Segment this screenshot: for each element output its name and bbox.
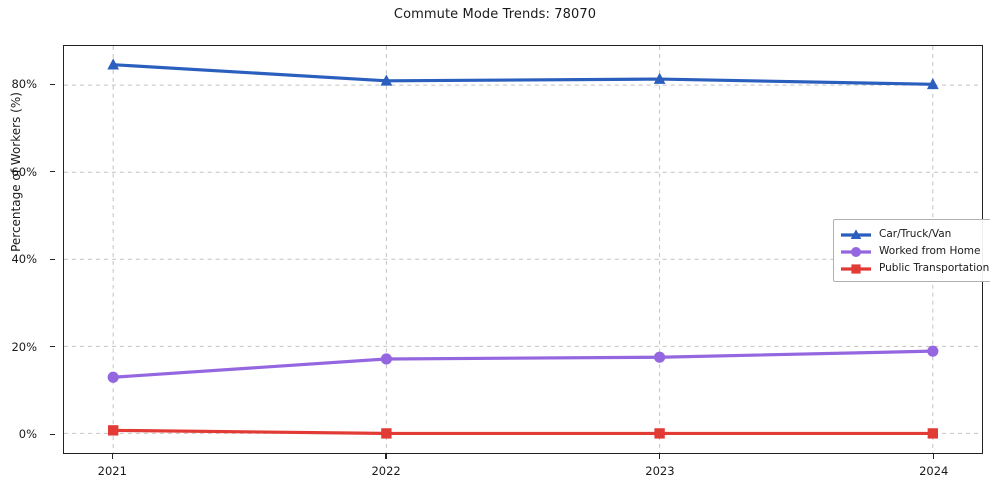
- y-tick-label: 60%: [11, 164, 37, 179]
- y-axis-tick-labels: 0% 20% 40% 60% 80%: [0, 45, 55, 454]
- data-point-marker: [654, 428, 665, 439]
- data-point-marker: [107, 58, 120, 70]
- legend-label: Worked from Home: [879, 244, 981, 257]
- data-point-marker: [107, 371, 119, 383]
- x-tick-mark: [659, 454, 661, 459]
- data-point-marker: [653, 72, 666, 84]
- data-point-marker: [654, 351, 666, 363]
- legend-swatch-circle-icon: [840, 244, 872, 258]
- legend-item[interactable]: Worked from Home: [840, 242, 989, 259]
- legend-swatch-square-icon: [840, 261, 872, 275]
- series-1: [107, 58, 939, 90]
- series-2: [107, 345, 939, 383]
- series-line: [111, 428, 935, 436]
- y-tick-mark: [50, 346, 55, 348]
- y-tick-mark: [50, 258, 55, 260]
- x-tick-label: 2022: [371, 464, 401, 478]
- plot-area: [63, 45, 983, 454]
- data-point-marker: [380, 353, 392, 365]
- x-tick-mark: [933, 454, 935, 459]
- data-point-marker: [107, 425, 119, 436]
- data-point-marker: [381, 428, 392, 439]
- x-axis-tick-labels: 2021 2022 2023 2024: [63, 454, 983, 484]
- x-tick-mark: [111, 454, 113, 459]
- series-3: [107, 425, 939, 439]
- x-tick-label: 2024: [919, 464, 949, 478]
- y-tick-label: 0%: [18, 427, 37, 442]
- y-tick-label: 80%: [11, 77, 37, 92]
- y-tick-label: 40%: [11, 252, 37, 267]
- chart-title: Commute Mode Trends: 78070: [393, 7, 597, 22]
- x-tick-label: 2023: [645, 464, 675, 478]
- y-tick-mark: [50, 171, 55, 173]
- x-tick-label: 2021: [97, 464, 127, 478]
- y-tick-label: 20%: [11, 339, 37, 354]
- series-line: [111, 63, 935, 86]
- chart-legend: Car/Truck/Van Worked from Home Public Tran…: [833, 219, 990, 282]
- data-point-marker: [380, 74, 393, 86]
- legend-swatch-triangle-icon: [840, 227, 872, 241]
- data-point-marker: [927, 428, 939, 439]
- legend-label: Public Transportation: [879, 261, 990, 274]
- legend-item[interactable]: Public Transportation: [840, 259, 989, 276]
- chart-canvas: [64, 46, 982, 453]
- data-point-marker: [926, 77, 939, 90]
- y-tick-mark: [50, 433, 55, 435]
- legend-item[interactable]: Car/Truck/Van: [840, 225, 989, 242]
- data-point-marker: [927, 345, 939, 357]
- y-tick-mark: [50, 83, 55, 85]
- x-tick-mark: [385, 454, 387, 459]
- legend-label: Car/Truck/Van: [879, 227, 952, 240]
- series-line: [111, 349, 935, 379]
